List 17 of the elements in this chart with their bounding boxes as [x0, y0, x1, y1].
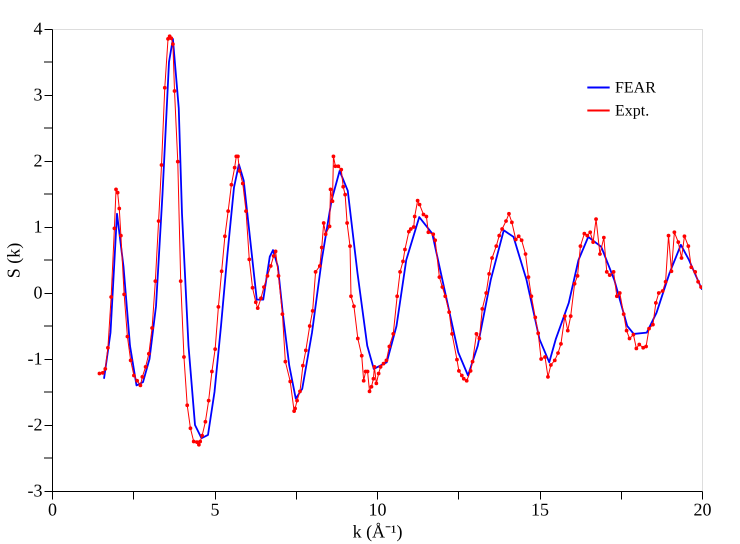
- x-tick-label: 20: [694, 500, 712, 520]
- y-tick-label: -3: [28, 480, 42, 500]
- y-tick-label: 2: [34, 150, 42, 170]
- y-tick-label: 1: [34, 216, 42, 236]
- legend-label: Expt.: [615, 102, 650, 120]
- y-tick-label: -1: [28, 348, 42, 368]
- x-tick-label: 0: [48, 500, 57, 520]
- y-axis-title: S (k): [4, 242, 24, 278]
- x-tick-label: 10: [368, 500, 386, 520]
- x-axis-title: k (Å⁻¹): [352, 522, 402, 542]
- y-tick-label: 0: [34, 282, 42, 302]
- y-tick-label: 4: [34, 18, 42, 38]
- y-tick-label: -2: [28, 414, 42, 434]
- legend-label: FEAR: [615, 80, 656, 96]
- x-tick-label: 15: [531, 500, 549, 520]
- y-tick-label: 3: [34, 84, 42, 104]
- x-tick-label: 5: [210, 500, 220, 520]
